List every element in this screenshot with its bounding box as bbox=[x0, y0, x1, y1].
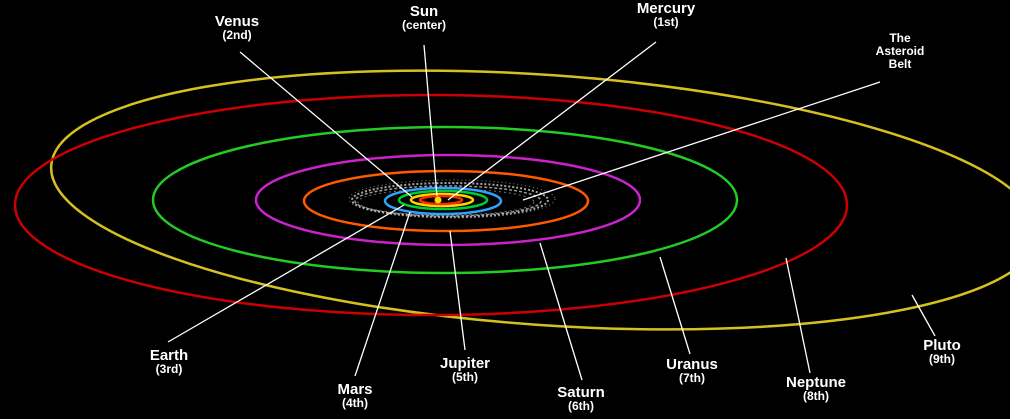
venus-sub: (2nd) bbox=[222, 28, 252, 42]
venus-name: Venus bbox=[214, 13, 260, 30]
asteroid-belt-line3: Belt bbox=[888, 57, 912, 72]
uranus-orbit bbox=[151, 125, 739, 275]
neptune-name: Neptune bbox=[786, 374, 846, 391]
jupiter-pointer bbox=[449, 230, 466, 351]
mercury-sub: (1st) bbox=[653, 15, 679, 29]
neptune-orbit bbox=[13, 93, 849, 317]
sun-dot bbox=[434, 196, 442, 204]
saturn-label: Saturn (6th) bbox=[536, 385, 626, 412]
neptune-pointer bbox=[785, 257, 811, 374]
earth-pointer bbox=[167, 204, 405, 343]
pluto-orbit bbox=[49, 69, 1010, 331]
saturn-sub: (6th) bbox=[568, 399, 594, 413]
venus-orbit bbox=[409, 192, 475, 208]
neptune-sub: (8th) bbox=[803, 389, 829, 403]
mars-sub: (4th) bbox=[342, 396, 368, 410]
saturn-pointer bbox=[539, 242, 583, 381]
jupiter-sub: (5th) bbox=[452, 370, 478, 384]
uranus-sub: (7th) bbox=[679, 371, 705, 385]
asteroid-belt-line1: The bbox=[889, 31, 911, 45]
sun-name: Sun bbox=[409, 3, 439, 20]
venus-label: Venus (2nd) bbox=[190, 14, 284, 41]
uranus-name: Uranus bbox=[666, 356, 718, 373]
earth-sub: (3rd) bbox=[155, 362, 183, 376]
mars-pointer bbox=[354, 211, 411, 377]
venus-pointer bbox=[239, 51, 413, 198]
sun-pointer bbox=[423, 44, 438, 197]
mercury-pointer bbox=[447, 41, 657, 201]
asteroid-belt-pointer bbox=[522, 81, 881, 201]
asteroid-belt-label: The Asteroid Belt bbox=[850, 31, 950, 72]
jupiter-orbit bbox=[302, 169, 590, 233]
pluto-label: Pluto (9th) bbox=[902, 338, 982, 365]
uranus-label: Uranus (7th) bbox=[644, 357, 740, 384]
uranus-pointer bbox=[659, 256, 691, 355]
mercury-orbit bbox=[418, 194, 464, 206]
mercury-label: Mercury (1st) bbox=[616, 1, 716, 28]
pluto-sub: (9th) bbox=[929, 352, 955, 366]
mars-orbit bbox=[383, 186, 503, 216]
earth-orbit bbox=[397, 189, 489, 211]
sun-sub: (center) bbox=[401, 18, 446, 32]
pluto-pointer bbox=[911, 294, 936, 337]
saturn-name: Saturn bbox=[557, 384, 605, 401]
mars-label: Mars (4th) bbox=[312, 382, 398, 409]
pluto-name: Pluto bbox=[923, 337, 961, 354]
mars-name: Mars bbox=[337, 381, 373, 398]
asteroid-belt-line2: Asteroid bbox=[875, 44, 925, 59]
jupiter-label: Jupiter (5th) bbox=[420, 356, 510, 383]
neptune-label: Neptune (8th) bbox=[766, 375, 866, 402]
earth-name: Earth bbox=[149, 347, 189, 364]
mercury-name: Mercury bbox=[636, 0, 696, 17]
sun-label: Sun (center) bbox=[377, 4, 471, 31]
earth-label: Earth (3rd) bbox=[124, 348, 214, 375]
jupiter-name: Jupiter bbox=[439, 355, 490, 372]
saturn-orbit bbox=[254, 153, 642, 247]
